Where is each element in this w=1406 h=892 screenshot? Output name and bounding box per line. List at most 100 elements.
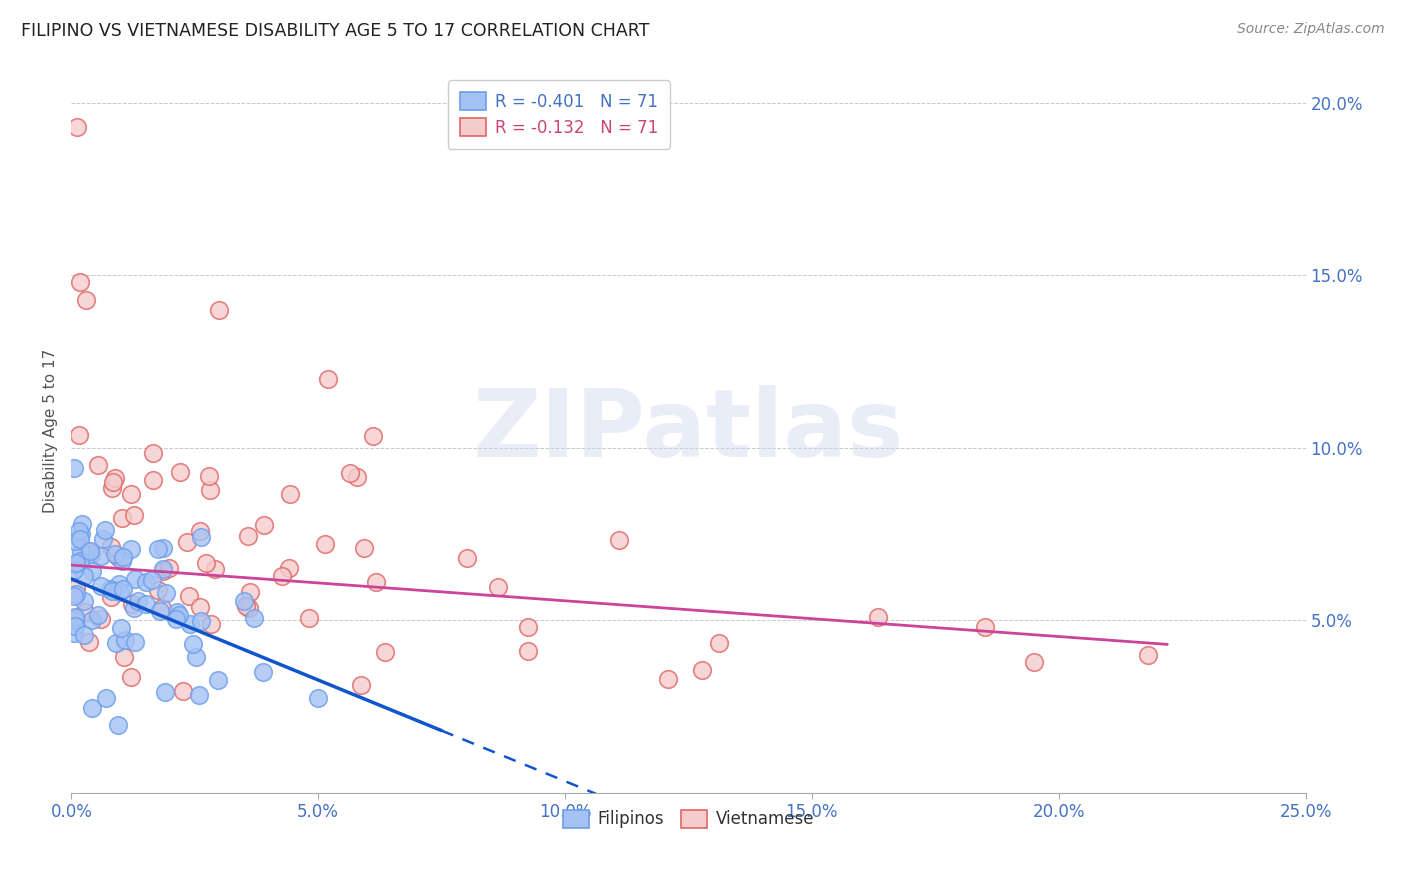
Point: [112, 649, 135, 664]
Point: [148, 582, 170, 597]
Point: [63, 614, 86, 628]
Point: [86, 607, 108, 622]
Point: [1136, 648, 1159, 662]
Point: [204, 562, 226, 576]
Point: [235, 599, 257, 613]
Point: [155, 684, 177, 698]
Point: [973, 620, 995, 634]
Text: Source: ZipAtlas.com: Source: ZipAtlas.com: [1237, 22, 1385, 37]
Point: [65, 581, 87, 595]
Point: [79, 544, 101, 558]
Point: [122, 508, 145, 522]
Point: [69, 526, 91, 541]
Point: [188, 600, 211, 615]
Point: [65, 556, 87, 570]
Point: [177, 590, 200, 604]
Point: [122, 601, 145, 615]
Point: [200, 617, 222, 632]
Point: [80, 613, 103, 627]
Point: [198, 468, 221, 483]
Point: [80, 701, 103, 715]
Point: [96, 691, 118, 706]
Point: [374, 645, 396, 659]
Point: [152, 601, 174, 615]
Point: [346, 470, 368, 484]
Point: [149, 604, 172, 618]
Point: [65, 587, 87, 601]
Point: [110, 622, 132, 636]
Point: [75, 605, 97, 619]
Point: [65, 558, 87, 572]
Point: [253, 518, 276, 533]
Point: [232, 594, 254, 608]
Point: [361, 428, 384, 442]
Point: [316, 372, 339, 386]
Point: [135, 598, 157, 612]
Point: [239, 585, 262, 599]
Point: [90, 549, 112, 563]
Point: [124, 634, 146, 648]
Point: [111, 510, 134, 524]
Point: [135, 575, 157, 590]
Legend: Filipinos, Vietnamese: Filipinos, Vietnamese: [555, 803, 821, 835]
Point: [353, 541, 375, 555]
Point: [105, 636, 128, 650]
Point: [127, 594, 149, 608]
Point: [169, 465, 191, 479]
Point: [179, 616, 201, 631]
Point: [155, 586, 177, 600]
Point: [152, 541, 174, 556]
Point: [184, 650, 207, 665]
Point: [62, 626, 84, 640]
Point: [165, 612, 187, 626]
Point: [298, 611, 321, 625]
Point: [141, 574, 163, 588]
Point: [314, 537, 336, 551]
Point: [280, 487, 302, 501]
Point: [77, 635, 100, 649]
Point: [176, 534, 198, 549]
Point: [1022, 655, 1045, 669]
Point: [69, 554, 91, 568]
Point: [707, 635, 730, 649]
Point: [101, 481, 124, 495]
Point: [120, 541, 142, 556]
Point: [486, 580, 509, 594]
Point: [152, 564, 174, 578]
Point: [90, 611, 112, 625]
Point: [100, 582, 122, 596]
Point: [124, 572, 146, 586]
Point: [93, 532, 115, 546]
Point: [198, 483, 221, 497]
Point: [63, 460, 86, 475]
Point: [339, 467, 361, 481]
Point: [111, 582, 134, 597]
Point: [350, 678, 373, 692]
Point: [517, 644, 540, 658]
Point: [252, 665, 274, 680]
Point: [111, 554, 134, 568]
Point: [73, 628, 96, 642]
Point: [82, 564, 104, 578]
Point: [94, 523, 117, 537]
Point: [90, 579, 112, 593]
Point: [70, 544, 93, 558]
Point: [190, 530, 212, 544]
Point: [517, 620, 540, 634]
Y-axis label: Disability Age 5 to 17: Disability Age 5 to 17: [44, 349, 58, 513]
Point: [73, 594, 96, 608]
Point: [142, 473, 165, 487]
Point: [65, 619, 87, 633]
Point: [69, 532, 91, 546]
Point: [238, 600, 260, 615]
Point: [77, 543, 100, 558]
Point: [172, 684, 194, 698]
Point: [75, 293, 97, 307]
Point: [73, 569, 96, 583]
Point: [243, 611, 266, 625]
Point: [188, 524, 211, 539]
Point: [111, 550, 134, 565]
Point: [65, 611, 87, 625]
Point: [104, 471, 127, 485]
Point: [104, 547, 127, 561]
